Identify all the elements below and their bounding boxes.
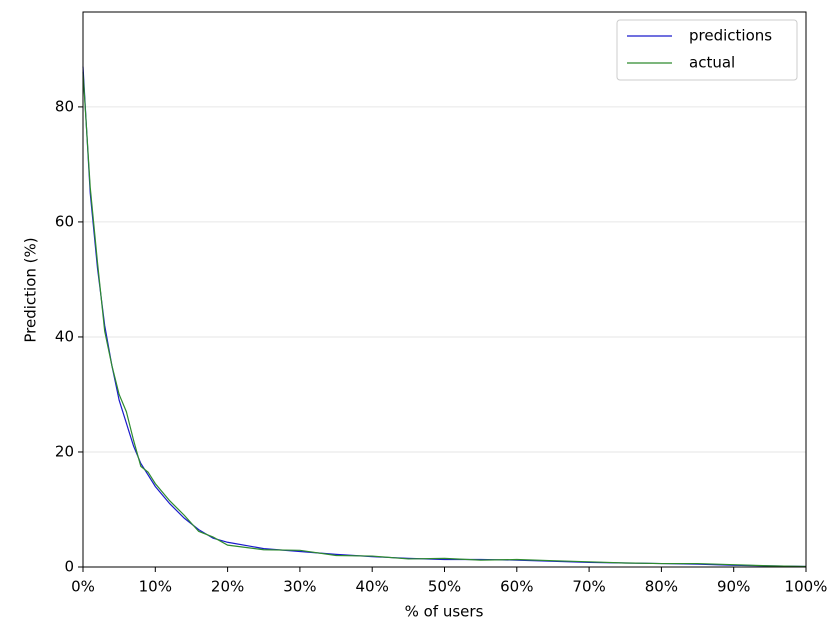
x-tick-label: 100% bbox=[785, 578, 828, 596]
x-axis-label: % of users bbox=[405, 603, 484, 621]
y-tick-label: 40 bbox=[55, 327, 74, 345]
x-tick-label: 20% bbox=[211, 578, 244, 596]
series-line bbox=[82, 66, 807, 568]
x-tick-label: 60% bbox=[500, 578, 533, 596]
y-tick-label: 60 bbox=[55, 212, 74, 230]
x-tick-label: 70% bbox=[572, 578, 605, 596]
x-tick-label: 10% bbox=[139, 578, 172, 596]
y-tick-label: 80 bbox=[55, 97, 74, 115]
x-tick-label: 30% bbox=[283, 578, 316, 596]
y-axis-label: Prediction (%) bbox=[22, 237, 40, 342]
legend-label: predictions bbox=[689, 27, 772, 45]
x-tick-label: 0% bbox=[71, 578, 95, 596]
legend-box bbox=[616, 19, 798, 81]
x-tick-label: 90% bbox=[717, 578, 750, 596]
x-tick-label: 40% bbox=[356, 578, 389, 596]
plot-frame bbox=[82, 11, 807, 568]
y-tick-label: 0 bbox=[64, 558, 74, 576]
series-line bbox=[82, 72, 807, 568]
y-tick-label: 20 bbox=[55, 442, 74, 460]
x-tick-label: 80% bbox=[645, 578, 678, 596]
x-tick-label: 50% bbox=[428, 578, 461, 596]
legend-label: actual bbox=[689, 54, 735, 72]
